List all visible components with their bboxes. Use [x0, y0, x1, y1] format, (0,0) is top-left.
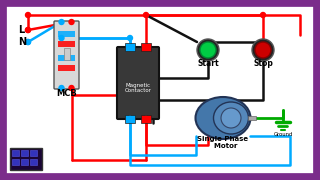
Circle shape — [59, 19, 64, 24]
Ellipse shape — [213, 102, 249, 134]
FancyBboxPatch shape — [117, 47, 159, 119]
Circle shape — [26, 28, 30, 33]
Bar — [58, 41, 75, 47]
Ellipse shape — [196, 97, 251, 139]
Circle shape — [143, 44, 148, 50]
Circle shape — [26, 12, 30, 17]
Bar — [58, 55, 75, 61]
Bar — [10, 148, 42, 170]
Circle shape — [252, 39, 274, 61]
Circle shape — [69, 19, 74, 24]
Text: L: L — [18, 25, 24, 35]
Circle shape — [127, 44, 132, 50]
FancyBboxPatch shape — [54, 21, 79, 89]
Text: N: N — [18, 37, 26, 47]
Circle shape — [260, 12, 266, 17]
Text: Start: Start — [197, 59, 219, 68]
Text: Ground: Ground — [273, 132, 293, 137]
Circle shape — [59, 86, 64, 91]
Circle shape — [255, 42, 271, 58]
Circle shape — [197, 39, 219, 61]
Ellipse shape — [221, 108, 241, 128]
Bar — [58, 65, 75, 71]
Bar — [21, 150, 28, 156]
Bar — [125, 43, 135, 51]
Text: Single Phase
  Motor: Single Phase Motor — [197, 136, 249, 149]
Bar — [21, 159, 28, 165]
Circle shape — [143, 116, 148, 122]
Bar — [30, 150, 37, 156]
Circle shape — [127, 35, 132, 40]
Bar — [141, 115, 151, 123]
Circle shape — [69, 86, 74, 91]
Bar — [248, 116, 256, 120]
Text: Magnetic
Contactor: Magnetic Contactor — [124, 83, 151, 93]
Circle shape — [127, 116, 132, 122]
Bar — [12, 150, 19, 156]
Text: MCB: MCB — [56, 89, 77, 98]
Circle shape — [200, 42, 216, 58]
Bar — [125, 115, 135, 123]
Bar — [12, 159, 19, 165]
Bar — [30, 159, 37, 165]
Bar — [141, 43, 151, 51]
Text: Stop: Stop — [253, 59, 273, 68]
Circle shape — [26, 39, 30, 44]
Circle shape — [26, 28, 30, 33]
Bar — [63, 48, 69, 60]
Circle shape — [143, 12, 148, 17]
Circle shape — [26, 39, 30, 44]
Bar — [58, 31, 75, 37]
Circle shape — [59, 35, 64, 40]
